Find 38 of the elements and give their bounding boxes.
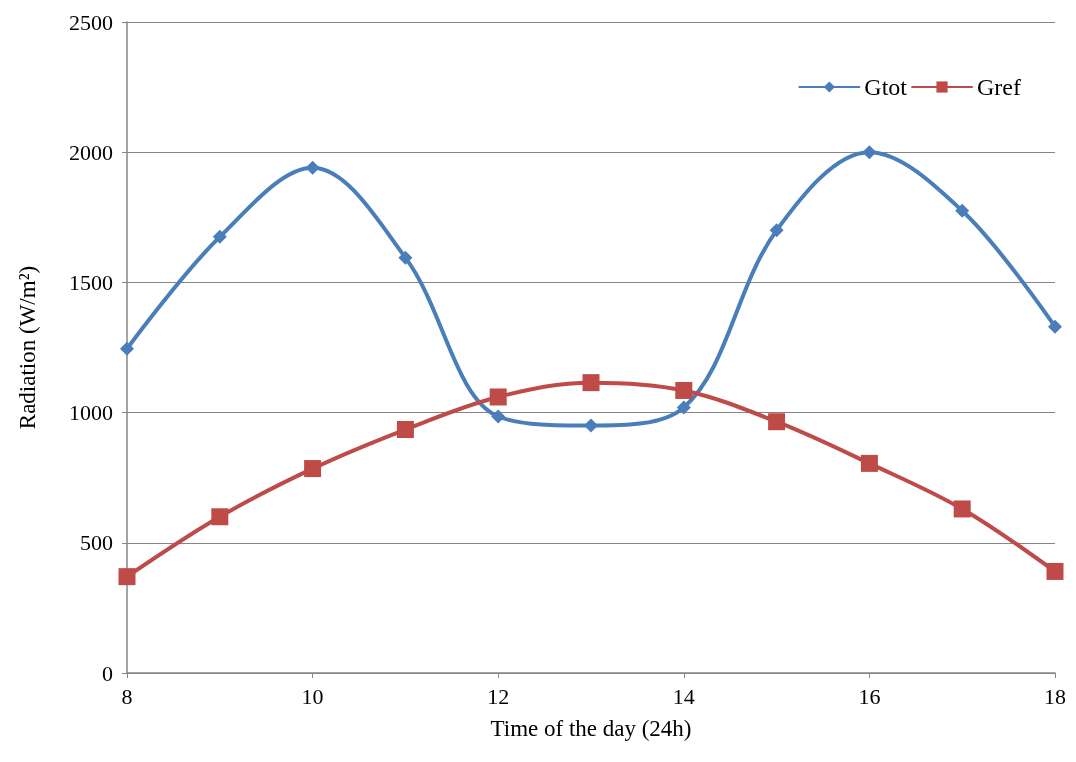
point	[396, 421, 414, 439]
point	[212, 229, 227, 244]
point	[676, 400, 691, 415]
point	[584, 418, 598, 433]
y-axis-title: Radiation (W/m²)	[15, 265, 40, 430]
point	[860, 454, 878, 472]
point	[953, 500, 971, 518]
legend-label: Gref	[977, 74, 1022, 100]
x-tick-label: 14	[672, 683, 695, 709]
point	[118, 568, 136, 586]
y-tick-label: 1500	[69, 269, 113, 295]
x-tick-label: 8	[121, 683, 133, 709]
point	[491, 409, 506, 424]
y-tick-label: 1000	[69, 400, 113, 426]
x-tick-label: 18	[1044, 683, 1066, 709]
point	[768, 413, 786, 431]
point	[955, 203, 970, 218]
point	[305, 160, 320, 175]
y-tick-label: 0	[102, 660, 113, 686]
point	[304, 460, 322, 478]
y-tick-label: 2000	[69, 139, 113, 165]
x-tick-label: 12	[487, 683, 510, 709]
point	[120, 341, 134, 356]
point	[211, 508, 229, 526]
x-tick-label: 10	[301, 683, 324, 709]
point	[862, 145, 877, 160]
point	[489, 388, 507, 406]
point	[675, 381, 693, 399]
y-tick-label: 500	[80, 530, 113, 556]
point	[769, 223, 784, 238]
x-axis-title: Time of the day (24h)	[490, 716, 692, 741]
x-tick-label: 16	[858, 683, 881, 709]
point	[1048, 319, 1062, 334]
point	[582, 374, 600, 392]
legend-label: Gtot	[864, 74, 908, 100]
point	[398, 250, 413, 265]
y-tick-label: 2500	[69, 9, 113, 35]
point	[1046, 562, 1064, 580]
